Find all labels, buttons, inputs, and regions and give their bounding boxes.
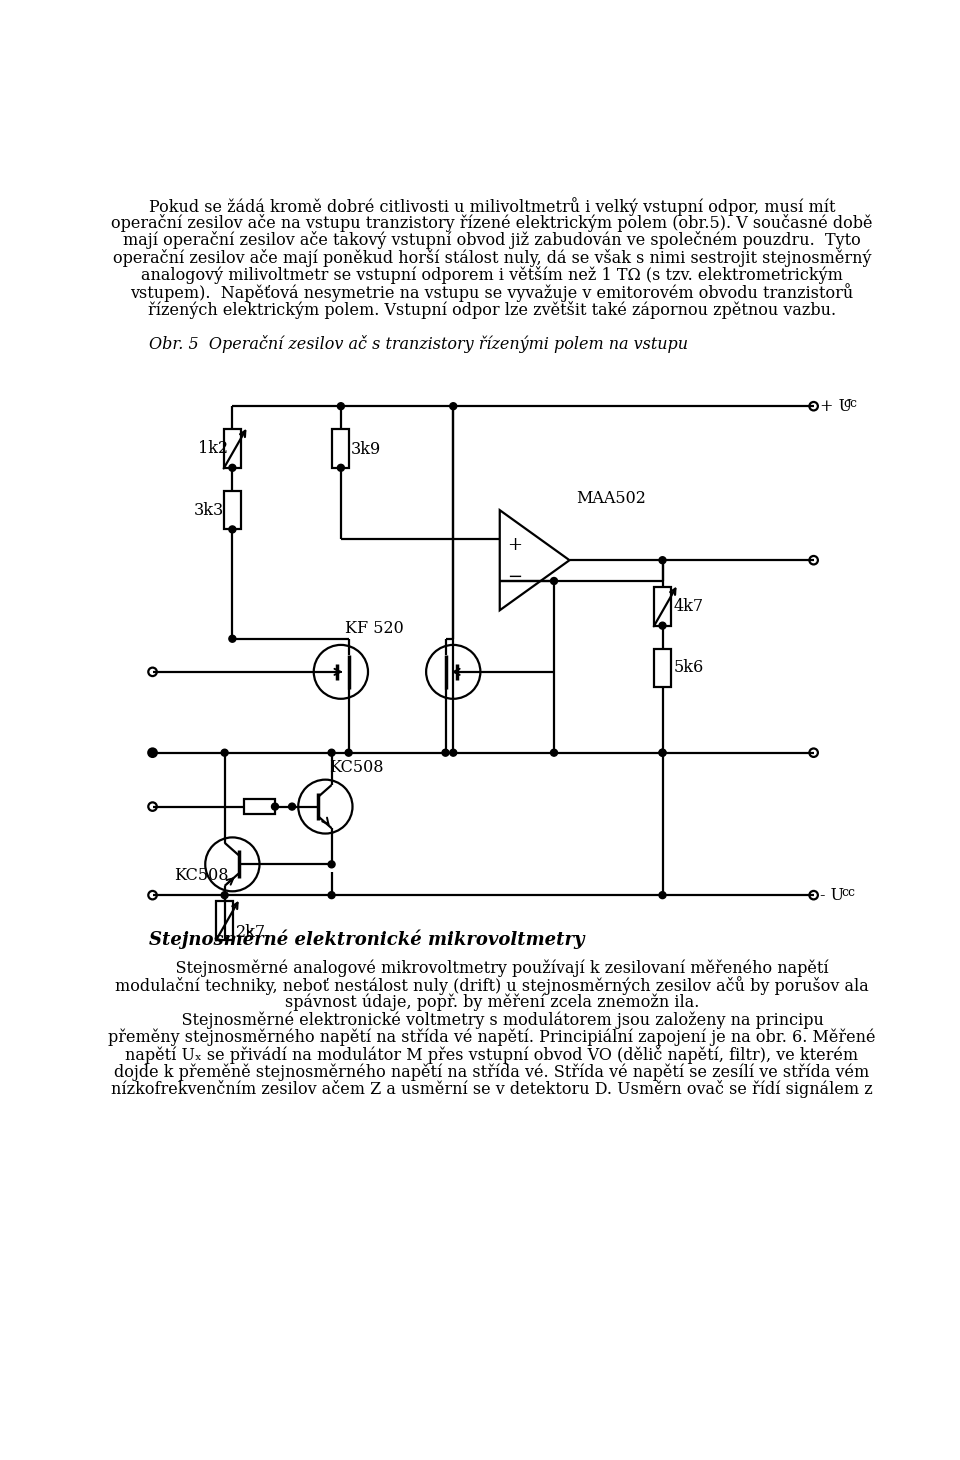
Circle shape <box>450 749 457 756</box>
Text: 3k3: 3k3 <box>194 502 224 518</box>
Text: 5k6: 5k6 <box>673 660 704 676</box>
Text: + U: + U <box>820 397 852 415</box>
Circle shape <box>328 892 335 898</box>
Text: MAA502: MAA502 <box>576 491 645 507</box>
Text: operační zesilov ače mají poněkud horší stálost nuly, dá se však s nimi sestroji: operační zesilov ače mají poněkud horší … <box>112 248 872 267</box>
Circle shape <box>450 403 457 410</box>
Circle shape <box>328 861 335 867</box>
Circle shape <box>228 464 236 472</box>
Text: mají operační zesilov ače takový vstupní obvod již zabudován ve společném pouzdr: mají operační zesilov ače takový vstupní… <box>123 232 861 250</box>
Text: Pokud se žádá kromě dobré citlivosti u milivoltmetrů i velký vstupní odpor, musí: Pokud se žádá kromě dobré citlivosti u m… <box>149 197 835 216</box>
Circle shape <box>337 464 345 472</box>
Text: +: + <box>508 536 522 553</box>
Text: cc: cc <box>842 886 855 898</box>
Circle shape <box>550 578 558 584</box>
Circle shape <box>149 749 156 756</box>
Text: 3k9: 3k9 <box>351 441 381 458</box>
Text: KC508: KC508 <box>329 759 384 775</box>
Circle shape <box>659 892 666 898</box>
Text: KC508: KC508 <box>175 867 228 885</box>
Text: 1k2: 1k2 <box>198 439 228 457</box>
Bar <box>224 491 241 530</box>
Circle shape <box>659 622 666 629</box>
Circle shape <box>221 892 228 898</box>
Bar <box>244 799 275 815</box>
Circle shape <box>228 526 236 533</box>
Bar <box>654 587 671 626</box>
Circle shape <box>659 749 666 756</box>
Text: přeměny stejnosměrného napětí na střída vé napětí. Principiální zapojení je na o: přeměny stejnosměrného napětí na střída … <box>108 1028 876 1045</box>
Text: Obr. 5  Operační zesilov ač s tranzistory řízenými polem na vstupu: Obr. 5 Operační zesilov ač s tranzistory… <box>150 336 688 353</box>
Circle shape <box>272 803 278 810</box>
Text: modulační techniky, neboť nestálost nuly (drift) u stejnosměrných zesilov ačů by: modulační techniky, neboť nestálost nuly… <box>115 977 869 996</box>
Text: operační zesilov ače na vstupu tranzistory řízené elektrickým polem (obr.5). V s: operační zesilov ače na vstupu tranzisto… <box>111 215 873 232</box>
Bar <box>654 648 671 688</box>
Bar <box>332 429 349 467</box>
Text: Stejnosměrné analogové mikrovoltmetry používají k zesilovaní měřeného napětí: Stejnosměrné analogové mikrovoltmetry po… <box>156 959 828 977</box>
Bar <box>216 901 233 940</box>
Bar <box>224 429 241 467</box>
Circle shape <box>328 749 335 756</box>
Circle shape <box>221 749 228 756</box>
Circle shape <box>289 803 296 810</box>
Text: KF 520: KF 520 <box>345 620 403 637</box>
Text: napětí Uₓ se přivádí na modulátor M přes vstupní obvod VO (dělič napětí, filtr),: napětí Uₓ se přivádí na modulátor M přes… <box>126 1045 858 1064</box>
Text: cc: cc <box>843 397 857 410</box>
Text: 2k7: 2k7 <box>235 924 266 942</box>
Text: analogový milivoltmetr se vstupní odporem i větším než 1 TΩ (s tzv. elektrometri: analogový milivoltmetr se vstupní odpore… <box>141 266 843 285</box>
Circle shape <box>659 749 666 756</box>
Circle shape <box>228 635 236 642</box>
Circle shape <box>550 749 558 756</box>
Circle shape <box>337 403 345 410</box>
Text: řízených elektrickým polem. Vstupní odpor lze zvětšit také zápornou zpětnou vazb: řízených elektrickým polem. Vstupní odpo… <box>148 301 836 318</box>
Text: nízkofrekvenčním zesilov ačem Z a usměrní se v detektoru D. Usměrn ovač se řídí : nízkofrekvenčním zesilov ačem Z a usměrn… <box>111 1080 873 1098</box>
Text: vstupem).  Napěťová nesymetrie na vstupu se vyvažuje v emitorovém obvodu tranzis: vstupem). Napěťová nesymetrie na vstupu … <box>131 283 853 302</box>
Circle shape <box>659 556 666 564</box>
Text: 4k7: 4k7 <box>673 599 704 615</box>
Circle shape <box>346 749 352 756</box>
Text: - U: - U <box>820 886 844 904</box>
Text: −: − <box>508 568 522 585</box>
Text: Stejnosměrné elektronické mikrovoltmetry: Stejnosměrné elektronické mikrovoltmetry <box>150 930 585 949</box>
Text: Stejnosměrné elektronické voltmetry s modulátorem jsou založeny na principu: Stejnosměrné elektronické voltmetry s mo… <box>160 1010 824 1028</box>
Text: dojde k přeměně stejnosměrného napětí na střída vé. Střída vé napětí se zesílí v: dojde k přeměně stejnosměrného napětí na… <box>114 1063 870 1080</box>
Text: spávnost údaje, popř. by měření zcela znemožn ila.: spávnost údaje, popř. by měření zcela zn… <box>285 994 699 1012</box>
Circle shape <box>442 749 449 756</box>
